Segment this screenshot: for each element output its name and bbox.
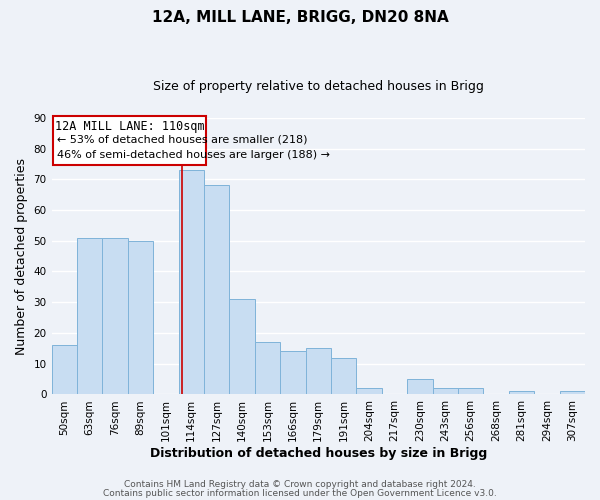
Text: Contains public sector information licensed under the Open Government Licence v3: Contains public sector information licen… bbox=[103, 489, 497, 498]
Bar bbox=[204, 186, 229, 394]
Text: Contains HM Land Registry data © Crown copyright and database right 2024.: Contains HM Land Registry data © Crown c… bbox=[124, 480, 476, 489]
Bar bbox=[560, 392, 585, 394]
Bar bbox=[305, 348, 331, 395]
Bar bbox=[128, 240, 153, 394]
Bar bbox=[179, 170, 204, 394]
Bar bbox=[103, 238, 128, 394]
Text: ← 53% of detached houses are smaller (218): ← 53% of detached houses are smaller (21… bbox=[56, 134, 307, 144]
Bar bbox=[356, 388, 382, 394]
Bar bbox=[255, 342, 280, 394]
Bar bbox=[77, 238, 103, 394]
Text: 12A, MILL LANE, BRIGG, DN20 8NA: 12A, MILL LANE, BRIGG, DN20 8NA bbox=[152, 10, 448, 25]
Bar bbox=[280, 352, 305, 395]
Text: 12A MILL LANE: 110sqm: 12A MILL LANE: 110sqm bbox=[55, 120, 205, 133]
Text: 46% of semi-detached houses are larger (188) →: 46% of semi-detached houses are larger (… bbox=[56, 150, 329, 160]
Bar bbox=[509, 392, 534, 394]
Bar bbox=[458, 388, 484, 394]
Bar bbox=[407, 379, 433, 394]
Bar bbox=[331, 358, 356, 395]
X-axis label: Distribution of detached houses by size in Brigg: Distribution of detached houses by size … bbox=[149, 447, 487, 460]
Y-axis label: Number of detached properties: Number of detached properties bbox=[15, 158, 28, 354]
Bar bbox=[229, 299, 255, 394]
Title: Size of property relative to detached houses in Brigg: Size of property relative to detached ho… bbox=[153, 80, 484, 93]
Bar bbox=[433, 388, 458, 394]
FancyBboxPatch shape bbox=[53, 116, 206, 166]
Bar bbox=[52, 346, 77, 395]
